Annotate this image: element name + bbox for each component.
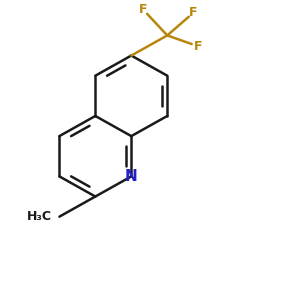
Text: F: F <box>194 40 202 53</box>
Text: F: F <box>139 3 147 16</box>
Text: N: N <box>125 169 138 184</box>
Text: H₃C: H₃C <box>27 210 52 223</box>
Text: F: F <box>189 6 198 19</box>
